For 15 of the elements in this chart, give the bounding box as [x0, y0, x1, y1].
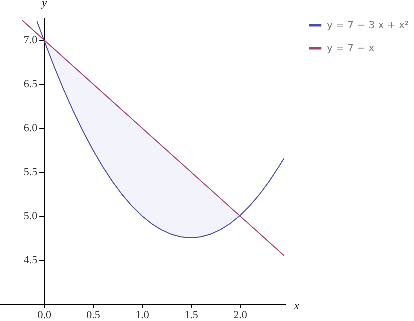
y-tick-label: 4.5 [24, 254, 38, 266]
x-tick-label: 0.5 [86, 310, 101, 321]
y-tick-label: 7.0 [24, 34, 38, 46]
y-tick-label: 5.0 [24, 210, 38, 222]
legend-label: y = 7 − x [327, 44, 375, 54]
x-tick-label: 0.0 [38, 310, 52, 321]
x-tick-label: 2.0 [234, 310, 248, 321]
legend-label: y = 7 − 3 x + x² [327, 20, 409, 32]
y-tick-label: 6.0 [24, 122, 38, 134]
x-axis-title: x [294, 300, 300, 312]
y-tick-label: 6.5 [24, 78, 38, 90]
x-tick-label: 1.5 [184, 310, 199, 321]
y-axis-title: y [41, 0, 48, 10]
x-tick-label: 1.0 [136, 310, 150, 321]
y-tick-label: 5.5 [24, 166, 38, 178]
